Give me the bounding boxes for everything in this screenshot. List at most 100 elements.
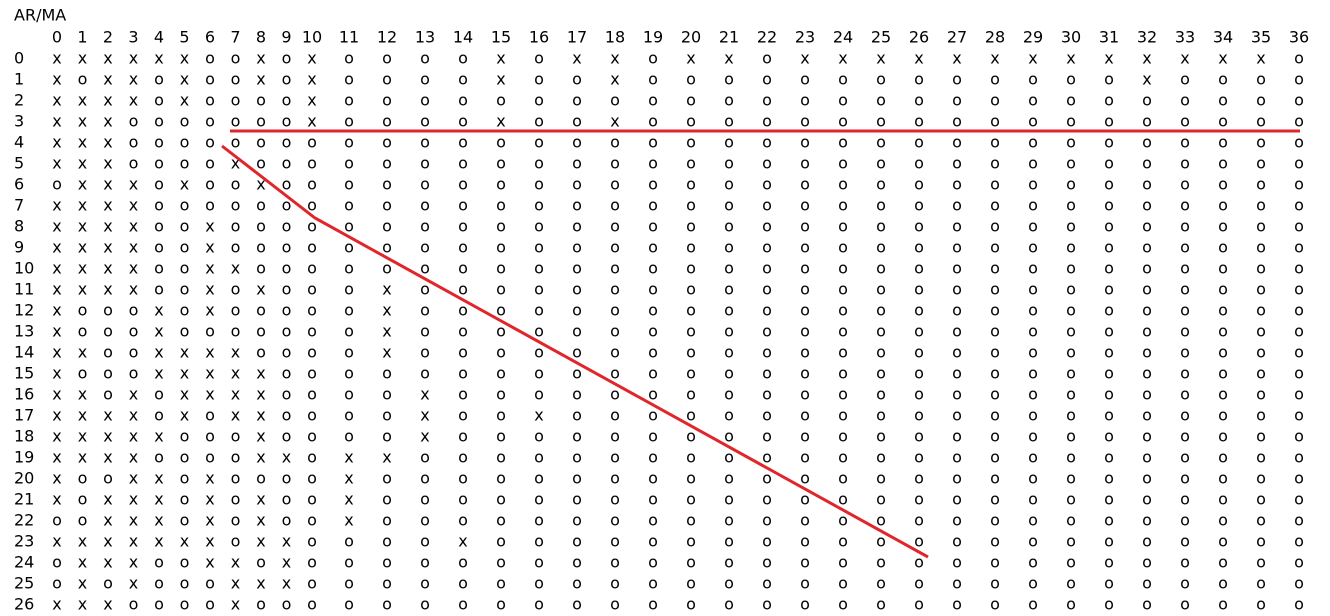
column-header: 6	[205, 28, 215, 47]
column-header: 32	[1137, 28, 1157, 47]
cell: o	[344, 154, 354, 173]
cell: o	[914, 238, 924, 257]
cell: o	[648, 322, 658, 341]
cell: o	[231, 532, 241, 551]
cell: o	[496, 154, 506, 173]
cell: o	[231, 322, 241, 341]
cell: x	[129, 196, 138, 215]
cell: o	[990, 364, 1000, 383]
cell: o	[180, 196, 190, 215]
cell: o	[307, 490, 317, 509]
cell: o	[800, 301, 810, 320]
cell: o	[534, 301, 544, 320]
cell: o	[307, 385, 317, 404]
cell: o	[990, 574, 1000, 593]
cell: x	[103, 259, 112, 278]
cell: o	[534, 469, 544, 488]
row-header: 18	[14, 427, 34, 446]
cell: o	[914, 70, 924, 89]
cell: o	[572, 448, 582, 467]
cell: o	[1294, 175, 1304, 194]
cell: o	[231, 70, 241, 89]
cell: o	[1180, 385, 1190, 404]
column-header: 21	[719, 28, 739, 47]
cell: o	[838, 238, 848, 257]
cell: o	[724, 364, 734, 383]
cell: x	[307, 70, 316, 89]
cell: o	[180, 301, 190, 320]
cell: o	[458, 154, 468, 173]
cell: o	[458, 49, 468, 68]
cell: o	[1218, 532, 1228, 551]
cell: x	[205, 511, 214, 530]
cell: o	[458, 406, 468, 425]
cell: o	[180, 154, 190, 173]
cell: o	[990, 406, 1000, 425]
cell: o	[534, 280, 544, 299]
cell: x	[103, 217, 112, 236]
column-header: 35	[1251, 28, 1271, 47]
cell: o	[307, 343, 317, 362]
cell: o	[458, 259, 468, 278]
cell: o	[1218, 259, 1228, 278]
cell: o	[458, 238, 468, 257]
cell: o	[838, 70, 848, 89]
cell: x	[52, 427, 61, 446]
cell: x	[1066, 49, 1075, 68]
cell: x	[78, 49, 87, 68]
cell: o	[256, 322, 266, 341]
cell: o	[458, 553, 468, 572]
cell: x	[256, 70, 265, 89]
cell: o	[205, 154, 215, 173]
cell: o	[572, 364, 582, 383]
cell: x	[103, 70, 112, 89]
cell: o	[1104, 595, 1114, 614]
cell: o	[1104, 322, 1114, 341]
cell: o	[1256, 595, 1266, 614]
cell: o	[154, 217, 164, 236]
cell: o	[344, 427, 354, 446]
cell: o	[282, 49, 292, 68]
cell: o	[686, 91, 696, 110]
cell: o	[382, 154, 392, 173]
cell: x	[129, 406, 138, 425]
cell: o	[1294, 322, 1304, 341]
column-header: 4	[154, 28, 164, 47]
cell: o	[1142, 469, 1152, 488]
cell: x	[307, 112, 316, 131]
cell: o	[990, 532, 1000, 551]
cell: x	[876, 49, 885, 68]
cell: o	[876, 595, 886, 614]
cell: x	[205, 343, 214, 362]
cell: o	[686, 133, 696, 152]
cell: o	[724, 70, 734, 89]
cell: o	[876, 322, 886, 341]
cell: o	[572, 322, 582, 341]
cell: o	[724, 448, 734, 467]
cell: o	[205, 406, 215, 425]
cell: o	[1294, 112, 1304, 131]
cell: x	[103, 175, 112, 194]
cell: o	[496, 238, 506, 257]
cell: o	[876, 469, 886, 488]
cell: o	[990, 133, 1000, 152]
cell: o	[990, 427, 1000, 446]
cell: o	[572, 427, 582, 446]
table-title: AR/MA	[14, 6, 66, 25]
cell: o	[1028, 553, 1038, 572]
column-header: 12	[377, 28, 397, 47]
column-header: 34	[1213, 28, 1233, 47]
cell: o	[724, 469, 734, 488]
cell: o	[648, 91, 658, 110]
cell: x	[914, 49, 923, 68]
cell: x	[180, 70, 189, 89]
cell: o	[952, 490, 962, 509]
cell: o	[724, 574, 734, 593]
cell: o	[231, 448, 241, 467]
cell: o	[282, 301, 292, 320]
cell: o	[1256, 280, 1266, 299]
cell: x	[205, 301, 214, 320]
cell: x	[129, 49, 138, 68]
cell: o	[876, 448, 886, 467]
cell: o	[914, 469, 924, 488]
